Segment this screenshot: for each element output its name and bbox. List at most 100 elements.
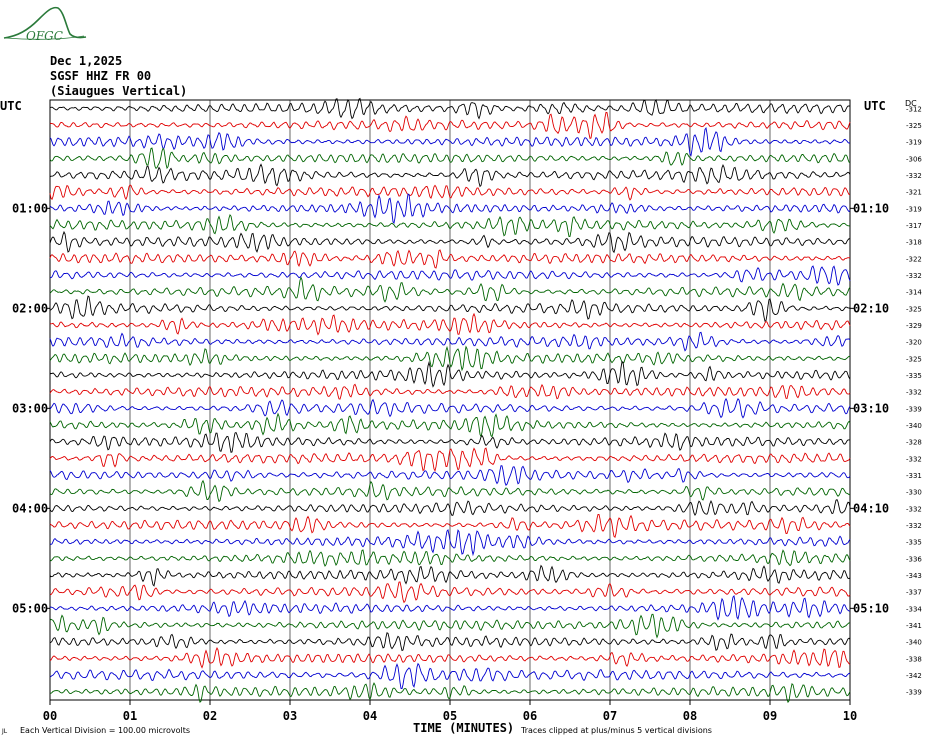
- trace-row-0: [49, 97, 850, 120]
- dc-offset-label: -339: [906, 689, 922, 697]
- dc-offset-label: -314: [906, 289, 922, 297]
- dc-offset-label: -332: [906, 455, 922, 463]
- dc-offset-label: -331: [906, 472, 922, 480]
- trace-row-31: [49, 613, 851, 639]
- dc-offset-label: -339: [906, 405, 922, 413]
- left-hour-label: 04:00: [12, 501, 48, 515]
- left-hour-label: 01:00: [12, 201, 48, 215]
- trace-row-2: [49, 127, 851, 157]
- logo-mountain-icon: [3, 6, 87, 39]
- trace-row-34: [49, 662, 851, 690]
- bottom-left-mark: JL: [1, 728, 8, 735]
- dc-offset-label: -332: [906, 272, 922, 280]
- x-tick-label: 05: [443, 709, 457, 723]
- trace-row-29: [49, 581, 851, 604]
- trace-row-14: [49, 331, 851, 352]
- left-hour-label: 02:00: [12, 301, 48, 315]
- dc-offset-labels: -312 -325 -319 -306 -332 -321 -319 -317 -318 -322…: [906, 105, 922, 696]
- left-utc-label: UTC: [0, 99, 22, 113]
- dc-offset-label: -338: [906, 655, 922, 663]
- right-hour-label: 05:10: [853, 601, 889, 615]
- dc-offset-label: -317: [906, 222, 922, 230]
- trace-row-35: [49, 682, 851, 704]
- trace-row-18: [49, 397, 851, 419]
- trace-row-7: [49, 213, 851, 237]
- dc-offset-label: -340: [906, 422, 922, 430]
- dc-offset-label: -319: [906, 205, 922, 213]
- dc-offset-label: -330: [906, 489, 922, 497]
- trace-row-32: [49, 632, 851, 652]
- x-tick-label: 00: [43, 709, 57, 723]
- dc-offset-label: -328: [906, 439, 922, 447]
- trace-row-1: [49, 111, 851, 140]
- dc-offset-label: -343: [906, 572, 922, 580]
- x-axis-title: TIME (MINUTES): [413, 721, 514, 735]
- dc-offset-label: -334: [906, 605, 922, 613]
- x-tick-label: 09: [763, 709, 777, 723]
- x-tick-label: 04: [363, 709, 377, 723]
- right-hour-label: 01:10: [853, 201, 889, 215]
- trace-row-27: [49, 549, 851, 567]
- dc-offset-label: -335: [906, 539, 922, 547]
- x-tick-label: 07: [603, 709, 617, 723]
- trace-row-20: [49, 431, 850, 453]
- trace-row-5: [49, 184, 850, 201]
- trace-row-10: [49, 265, 851, 286]
- trace-row-19: [49, 412, 851, 438]
- dc-offset-label: -312: [906, 105, 922, 113]
- trace-row-23: [49, 479, 851, 503]
- dc-offset-label: -318: [906, 239, 922, 247]
- trace-row-4: [49, 163, 851, 188]
- utc-time-labels: 01:00 02:00 03:00 04:00 05:00 01:10 02:10 03:10…: [12, 201, 889, 615]
- clip-note: Traces clipped at plus/minus 5 vertical …: [520, 726, 712, 735]
- trace-row-9: [49, 249, 851, 269]
- x-tick-label: 06: [523, 709, 537, 723]
- minute-gridlines: [129, 100, 771, 700]
- seismic-traces: [49, 97, 851, 704]
- trace-row-15: [49, 345, 851, 372]
- header-date: Dec 1,2025: [50, 54, 122, 68]
- x-tick-label: 08: [683, 709, 697, 723]
- dc-offset-label: -322: [906, 255, 922, 263]
- dc-offset-label: -336: [906, 555, 922, 563]
- trace-row-22: [49, 465, 851, 487]
- dc-offset-label: -325: [906, 305, 922, 313]
- header-site: (Siaugues Vertical): [50, 84, 187, 98]
- trace-row-8: [49, 230, 851, 254]
- right-hour-label: 03:10: [853, 401, 889, 415]
- dc-offset-label: -325: [906, 355, 922, 363]
- logo-text: OFGC: [26, 29, 63, 43]
- dc-offset-label: -332: [906, 389, 922, 397]
- logo-swoosh-icon: [5, 35, 85, 40]
- left-hour-label: 03:00: [12, 401, 48, 415]
- dc-offset-label: -319: [906, 139, 922, 147]
- dc-offset-label: -320: [906, 339, 922, 347]
- dc-offset-label: -332: [906, 172, 922, 180]
- trace-row-12: [49, 295, 851, 322]
- trace-row-25: [49, 513, 851, 538]
- left-hour-label: 05:00: [12, 601, 48, 615]
- dc-label: DC: [905, 99, 917, 108]
- dc-offset-label: -335: [906, 372, 922, 380]
- trace-row-24: [49, 498, 851, 517]
- right-utc-label: UTC: [864, 99, 886, 113]
- x-tick-label: 02: [203, 709, 217, 723]
- trace-row-33: [49, 646, 851, 669]
- scale-note: Each Vertical Division = 100.00 microvol…: [20, 726, 190, 735]
- trace-row-28: [49, 564, 851, 587]
- dc-offset-label: -332: [906, 522, 922, 530]
- x-axis-ticks: 00 01 02 03 04 05 06 07 08 09 10: [43, 700, 857, 723]
- trace-row-11: [49, 276, 851, 303]
- trace-row-16: [49, 360, 851, 388]
- x-tick-label: 01: [123, 709, 137, 723]
- dc-offset-label: -332: [906, 505, 922, 513]
- trace-row-17: [49, 383, 851, 400]
- trace-row-6: [49, 193, 851, 225]
- header-station: SGSF HHZ FR 00: [50, 69, 151, 83]
- x-tick-label: 10: [843, 709, 857, 723]
- dc-offset-label: -340: [906, 639, 922, 647]
- dc-offset-label: -325: [906, 122, 922, 130]
- trace-row-3: [49, 147, 851, 170]
- trace-row-26: [49, 529, 851, 557]
